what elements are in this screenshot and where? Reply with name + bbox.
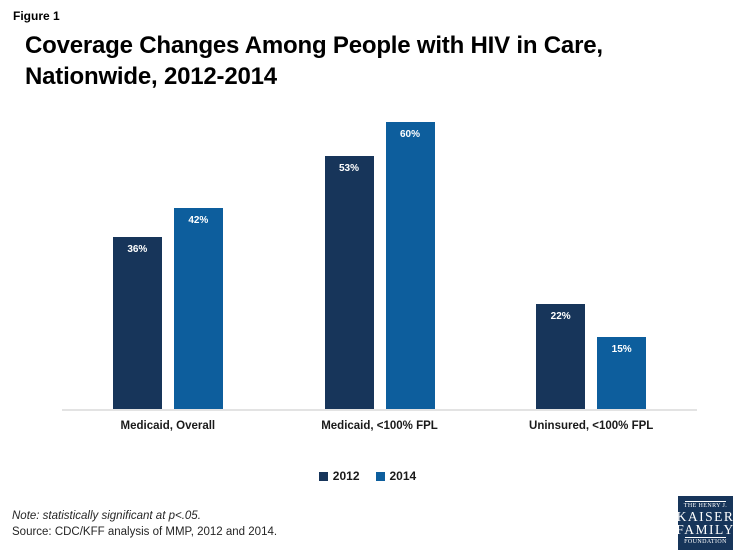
bar-2012: 53% [324,156,374,409]
x-axis-line [62,409,697,411]
bar-2014: 15% [597,337,647,409]
logo-bottom-rule [685,537,726,538]
bar-2012: 36% [112,237,162,409]
logo-top-rule [685,501,726,502]
plot-area: 36% 42% 53% 60% 22% 15% [62,108,697,409]
bar-value-label: 53% [338,163,359,174]
bar-chart: 36% 42% 53% 60% 22% 15% Medicaid, Overall Medi… [62,108,697,432]
bar-2012: 22% [536,304,586,409]
legend-label: 2012 [332,469,360,483]
chart-title: Coverage Changes Among People with HIV i… [25,30,603,92]
legend-label: 2014 [389,469,417,483]
legend-swatch-icon [318,471,328,481]
bar-value-label: 15% [611,344,632,355]
kff-logo: THE HENRY J. KAISER FAMILY FOUNDATION [676,496,735,550]
logo-line4: FOUNDATION [684,539,727,545]
bar-group: 22% 15% [485,108,697,409]
chart-title-line2: Nationwide, 2012-2014 [25,63,277,90]
legend-item-2014: 2014 [375,469,417,483]
source-text: Source: CDC/KFF analysis of MMP, 2012 an… [12,526,278,538]
legend: 2012 2014 [0,469,735,483]
legend-swatch-icon [375,471,385,481]
bar-value-label: 22% [550,311,571,322]
bar-group: 53% 60% [274,108,486,409]
bar-value-label: 60% [399,129,420,140]
logo-line3: FAMILY [676,522,735,537]
bar-2014: 60% [385,122,435,409]
legend-item-2012: 2012 [318,469,360,483]
chart-title-line1: Coverage Changes Among People with HIV i… [25,32,603,59]
category-label: Uninsured, <100% FPL [529,420,654,432]
x-axis-labels: Medicaid, Overall Medicaid, <100% FPL Unin… [62,420,697,432]
bar-value-label: 42% [188,215,209,226]
category-label: Medicaid, <100% FPL [321,420,438,432]
figure-label: Figure 1 [13,9,60,23]
category-label: Medicaid, Overall [120,420,216,432]
bar-2014: 42% [173,208,223,409]
logo-line1: THE HENRY J. [683,503,728,509]
logo-line2: KAISER [676,509,735,524]
bar-group: 36% 42% [62,108,274,409]
note-text: Note: statistically significant at p<.05… [12,510,201,522]
bar-value-label: 36% [127,244,148,255]
